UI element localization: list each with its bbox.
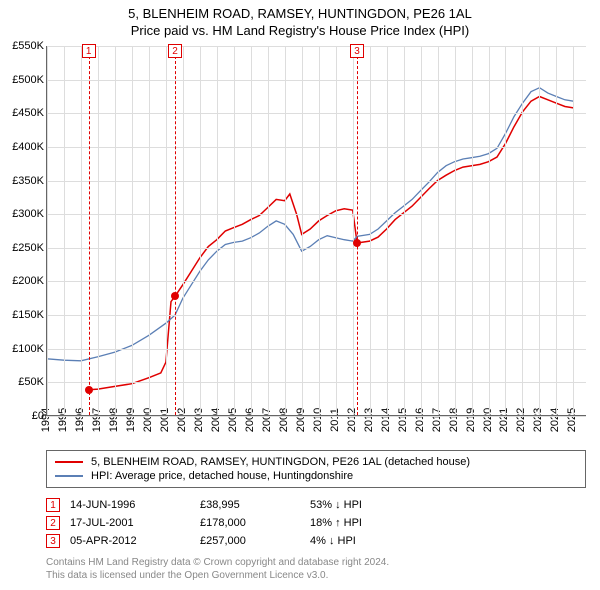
sale-vline [357, 46, 358, 415]
gridline-v [472, 46, 473, 415]
ytick-label: £0 [4, 410, 44, 422]
ytick-label: £100K [4, 343, 44, 355]
ytick-label: £550K [4, 40, 44, 52]
legend-row: HPI: Average price, detached house, Hunt… [55, 469, 577, 483]
sale-date: 05-APR-2012 [70, 535, 190, 547]
sale-vline [175, 46, 176, 415]
ytick-label: £350K [4, 175, 44, 187]
gridline-v [64, 46, 65, 415]
title-address: 5, BLENHEIM ROAD, RAMSEY, HUNTINGDON, PE… [0, 6, 600, 21]
gridline-v [336, 46, 337, 415]
gridline-v [166, 46, 167, 415]
gridline-v [217, 46, 218, 415]
gridline-v [302, 46, 303, 415]
sale-price: £38,995 [200, 499, 300, 511]
sale-date: 17-JUL-2001 [70, 517, 190, 529]
sale-marker-box: 2 [168, 44, 182, 58]
gridline-v [183, 46, 184, 415]
legend-swatch [55, 475, 83, 477]
title-subtitle: Price paid vs. HM Land Registry's House … [0, 23, 600, 38]
sale-diff: 18% ↑ HPI [310, 517, 410, 529]
ytick-label: £250K [4, 242, 44, 254]
title-block: 5, BLENHEIM ROAD, RAMSEY, HUNTINGDON, PE… [0, 0, 600, 40]
legend-row: 5, BLENHEIM ROAD, RAMSEY, HUNTINGDON, PE… [55, 455, 577, 469]
gridline-h [47, 416, 586, 417]
sale-diff: 53% ↓ HPI [310, 499, 410, 511]
sale-date: 14-JUN-1996 [70, 499, 190, 511]
chart-container: 5, BLENHEIM ROAD, RAMSEY, HUNTINGDON, PE… [0, 0, 600, 590]
gridline-v [438, 46, 439, 415]
gridline-v [573, 46, 574, 415]
gridline-v [98, 46, 99, 415]
ytick-label: £150K [4, 309, 44, 321]
sale-marker-box: 3 [350, 44, 364, 58]
gridline-v [132, 46, 133, 415]
gridline-v [200, 46, 201, 415]
gridline-v [319, 46, 320, 415]
footer-line1: Contains HM Land Registry data © Crown c… [46, 556, 586, 569]
ytick-label: £300K [4, 208, 44, 220]
ytick-label: £50K [4, 376, 44, 388]
sale-price: £257,000 [200, 535, 300, 547]
footer-attribution: Contains HM Land Registry data © Crown c… [46, 556, 586, 582]
gridline-v [115, 46, 116, 415]
gridline-v [387, 46, 388, 415]
gridline-v [489, 46, 490, 415]
gridline-v [370, 46, 371, 415]
sale-dot [353, 239, 361, 247]
gridline-v [285, 46, 286, 415]
sale-price: £178,000 [200, 517, 300, 529]
sale-row: 2 17-JUL-2001 £178,000 18% ↑ HPI [46, 514, 586, 532]
sale-vline [89, 46, 90, 415]
plot-area: 1 2 3 [46, 46, 586, 416]
gridline-v [421, 46, 422, 415]
sale-marker-box: 1 [82, 44, 96, 58]
sale-diff: 4% ↓ HPI [310, 535, 410, 547]
legend-swatch [55, 461, 83, 463]
sale-row: 3 05-APR-2012 £257,000 4% ↓ HPI [46, 532, 586, 550]
gridline-v [149, 46, 150, 415]
sale-number-box: 2 [46, 516, 60, 530]
gridline-v [522, 46, 523, 415]
gridline-v [251, 46, 252, 415]
legend-label: HPI: Average price, detached house, Hunt… [91, 470, 353, 482]
gridline-v [505, 46, 506, 415]
sales-table: 1 14-JUN-1996 £38,995 53% ↓ HPI 2 17-JUL-2001… [46, 496, 586, 550]
gridline-v [556, 46, 557, 415]
gridline-v [353, 46, 354, 415]
footer-line2: This data is licensed under the Open Gov… [46, 569, 586, 582]
gridline-v [539, 46, 540, 415]
gridline-v [268, 46, 269, 415]
gridline-v [234, 46, 235, 415]
legend-box: 5, BLENHEIM ROAD, RAMSEY, HUNTINGDON, PE… [46, 450, 586, 488]
series-price_paid [89, 97, 574, 390]
legend-label: 5, BLENHEIM ROAD, RAMSEY, HUNTINGDON, PE… [91, 456, 470, 468]
sale-row: 1 14-JUN-1996 £38,995 53% ↓ HPI [46, 496, 586, 514]
ytick-label: £500K [4, 74, 44, 86]
ytick-label: £450K [4, 107, 44, 119]
sale-dot [85, 386, 93, 394]
gridline-v [47, 46, 48, 415]
sale-dot [171, 292, 179, 300]
ytick-label: £200K [4, 275, 44, 287]
gridline-v [455, 46, 456, 415]
series-hpi [47, 88, 573, 361]
gridline-v [81, 46, 82, 415]
sale-number-box: 1 [46, 498, 60, 512]
gridline-v [404, 46, 405, 415]
sale-number-box: 3 [46, 534, 60, 548]
ytick-label: £400K [4, 141, 44, 153]
